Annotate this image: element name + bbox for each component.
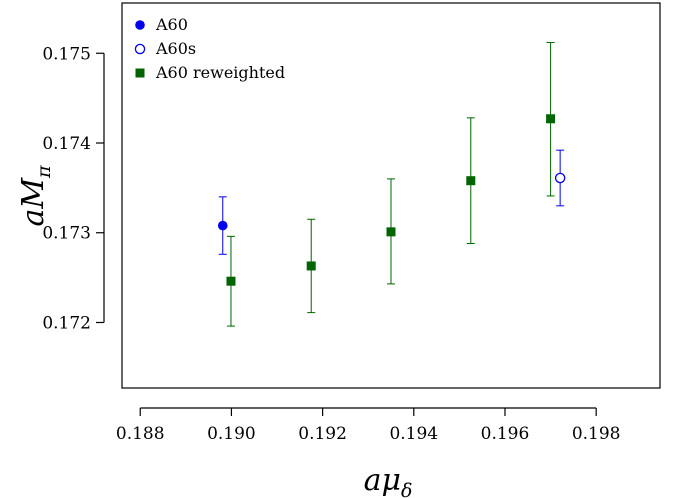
data-point-marker xyxy=(135,20,145,30)
data-point-marker xyxy=(554,172,566,184)
legend: A60 A60s A60 reweighted xyxy=(134,15,285,82)
x-tick-label: 0.192 xyxy=(298,424,347,444)
data-point xyxy=(466,117,476,245)
data-point xyxy=(546,41,556,197)
data-point xyxy=(306,218,316,314)
data-point-marker xyxy=(135,68,145,78)
x-tick-label: 0.190 xyxy=(207,424,256,444)
data-point-marker xyxy=(306,261,316,271)
legend-item: A60 xyxy=(135,15,188,34)
legend-item: A60s xyxy=(134,39,196,58)
data-points xyxy=(217,41,566,327)
x-tick-label: 0.196 xyxy=(481,424,530,444)
y-tick-label: 0.174 xyxy=(42,134,91,154)
data-point xyxy=(217,196,228,255)
legend-label: A60s xyxy=(155,39,196,58)
y-tick-label: 0.175 xyxy=(42,44,91,64)
data-point xyxy=(226,235,236,327)
legend-label: A60 xyxy=(155,15,188,34)
x-tick-label: 0.188 xyxy=(116,424,165,444)
data-point-marker xyxy=(134,43,146,55)
x-axis-label: aμδ xyxy=(364,463,413,498)
data-point xyxy=(554,149,566,207)
y-tick-label: 0.172 xyxy=(42,313,91,333)
data-point-marker xyxy=(546,114,556,124)
legend-item: A60 reweighted xyxy=(135,63,285,82)
data-point xyxy=(386,178,396,285)
data-point-marker xyxy=(217,220,228,231)
y-axis-label: aMπ xyxy=(16,165,55,227)
data-point-marker xyxy=(226,276,236,286)
y-axis: 0.172 0.173 0.174 0.175 xyxy=(42,44,105,333)
x-tick-label: 0.198 xyxy=(572,424,621,444)
legend-label: A60 reweighted xyxy=(155,63,285,82)
plot-frame xyxy=(121,2,661,389)
y-tick-label: 0.173 xyxy=(42,224,91,244)
x-tick-label: 0.194 xyxy=(389,424,438,444)
x-axis: 0.188 0.190 0.192 0.194 0.196 0.198 xyxy=(116,407,621,444)
data-point-marker xyxy=(466,176,476,186)
data-point-marker xyxy=(386,227,396,237)
